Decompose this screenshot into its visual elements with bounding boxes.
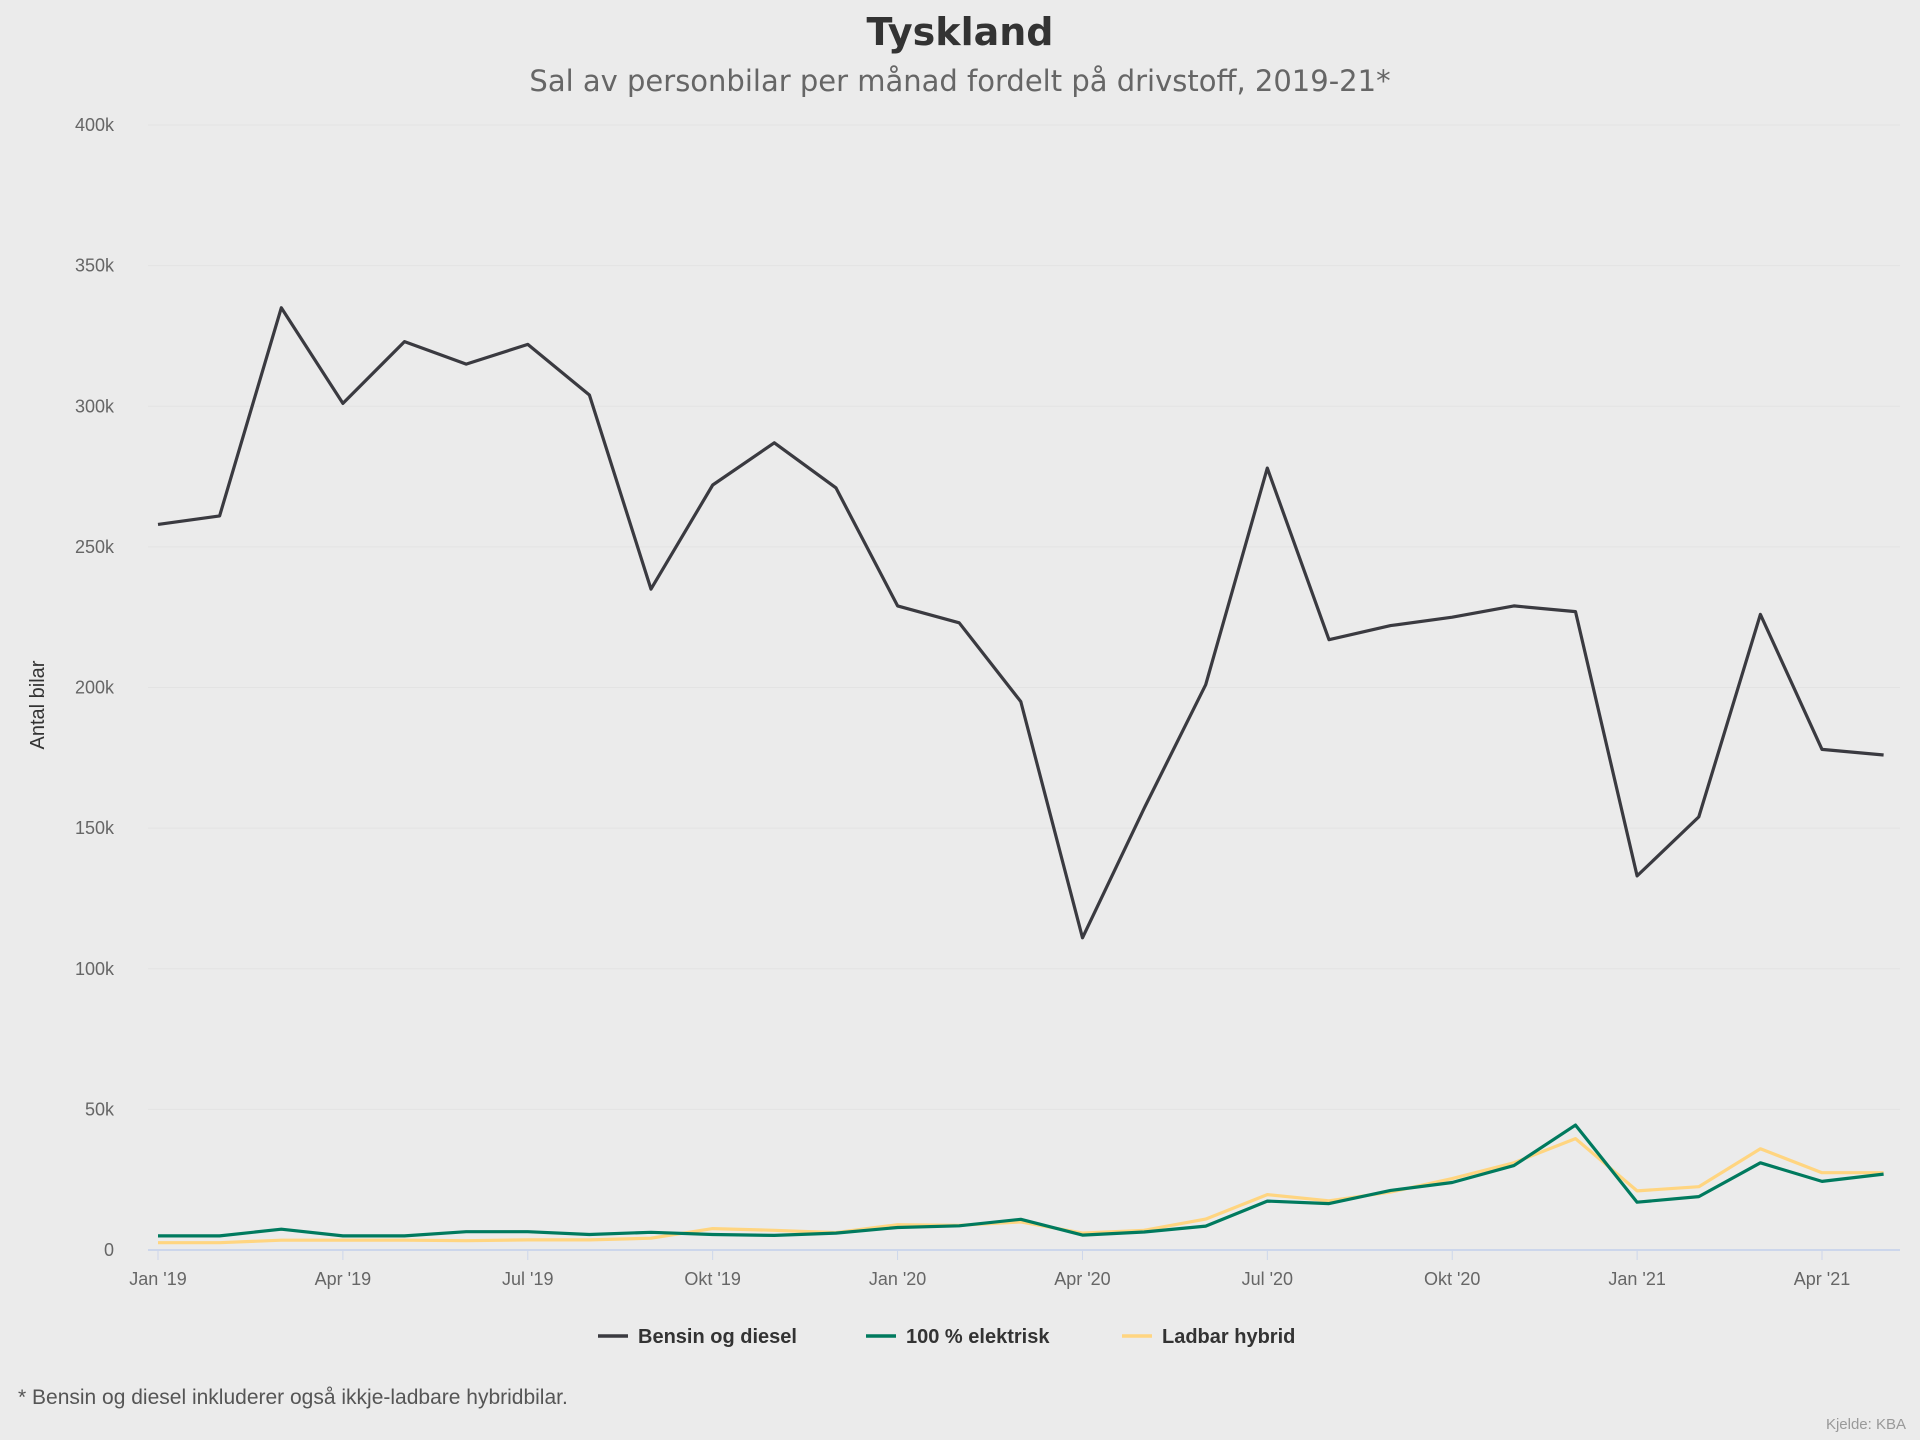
x-tick-label: Jan '19	[129, 1269, 186, 1289]
x-tick-label: Okt '20	[1424, 1269, 1480, 1289]
y-tick-label: 0	[104, 1240, 114, 1260]
x-tick-label: Okt '19	[684, 1269, 740, 1289]
y-tick-label: 350k	[75, 256, 115, 276]
footnote: * Bensin og diesel inkluderer også ikkje…	[18, 1386, 568, 1409]
chart-title: Tyskland	[866, 10, 1054, 54]
y-tick-label: 200k	[75, 678, 115, 698]
y-tick-label: 400k	[75, 115, 115, 135]
y-tick-label: 250k	[75, 537, 115, 557]
x-tick-label: Jul '20	[1242, 1269, 1293, 1289]
x-tick-label: Jan '20	[869, 1269, 926, 1289]
legend-item: Bensin og diesel	[638, 1326, 797, 1348]
series-line-0	[157, 306, 1884, 940]
x-tick-label: Apr '19	[315, 1269, 371, 1289]
source-credit: Kjelde: KBA	[1825, 1416, 1906, 1433]
x-tick-label: Jan '21	[1608, 1269, 1665, 1289]
legend-item: Ladbar hybrid	[1162, 1326, 1295, 1348]
x-tick-label: Apr '21	[1794, 1269, 1850, 1289]
y-tick-label: 50k	[85, 1099, 115, 1119]
chart-subtitle: Sal av personbilar per månad fordelt på …	[529, 64, 1391, 98]
series-line-1	[158, 1123, 1884, 1238]
x-tick-label: Apr '20	[1054, 1269, 1110, 1289]
y-axis-title: Antal bilar	[27, 660, 49, 749]
series-line-2	[158, 1136, 1884, 1245]
y-tick-label: 150k	[75, 818, 115, 838]
x-tick-label: Jul '19	[502, 1269, 553, 1289]
y-tick-label: 100k	[75, 959, 115, 979]
y-tick-label: 300k	[75, 396, 115, 416]
legend-item: 100 % elektrisk	[906, 1326, 1050, 1348]
